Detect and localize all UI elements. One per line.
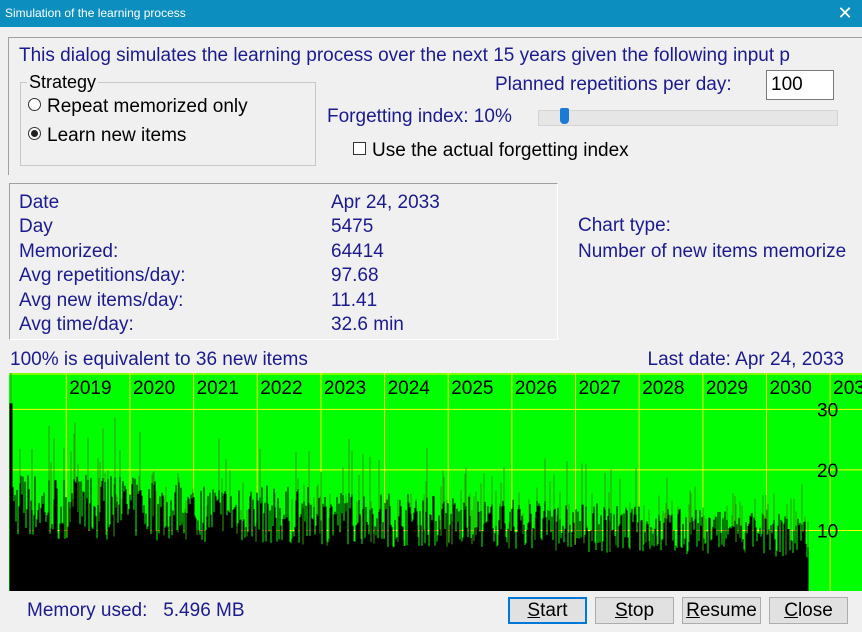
- x-tick-label: 2028: [642, 378, 684, 399]
- stats-panel: [9, 183, 558, 340]
- x-tick-label: 2025: [451, 378, 493, 399]
- stat-value-date: Apr 24, 2033: [331, 192, 440, 213]
- x-tick-label: 2020: [133, 378, 175, 399]
- input-frame: [8, 37, 862, 175]
- forgetting-index-label: Forgetting index: 10%: [327, 106, 512, 127]
- stat-value-memorized: 64414: [331, 241, 384, 262]
- stat-label-date: Date: [19, 192, 60, 213]
- stat-value-day: 5475: [331, 216, 374, 237]
- x-tick-label: 2026: [515, 378, 557, 399]
- stat-value-avg-new: 11.41: [331, 290, 378, 311]
- strategy-group: [20, 82, 316, 166]
- stat-label-avg-new: Avg new items/day:: [19, 290, 184, 311]
- stat-value-avg-time: 32.6 min: [331, 314, 404, 335]
- x-tick-label: 2023: [324, 378, 366, 399]
- chart-bars-black: [9, 403, 809, 591]
- x-tick-label: 2031: [833, 378, 862, 399]
- stat-label-avg-time: Avg time/day:: [19, 314, 134, 335]
- forgetting-index-slider[interactable]: [538, 110, 838, 126]
- close-button[interactable]: Close: [769, 597, 848, 624]
- y-tick-label: 10: [817, 521, 838, 542]
- radio-learn-label: Learn new items: [47, 125, 187, 146]
- checkbox-icon[interactable]: [353, 142, 366, 155]
- title-bar: Simulation of the learning process ✕: [0, 0, 862, 27]
- x-tick-label: 2019: [69, 378, 111, 399]
- chart-last-date: Last date: Apr 24, 2033: [647, 349, 845, 370]
- planned-repetitions-input[interactable]: 100: [766, 70, 834, 100]
- window-title: Simulation of the learning process: [5, 6, 186, 20]
- learning-chart: 2019 2020 2021 2022 2023 2024 2025 2026 2027 2028…: [9, 373, 862, 591]
- radio-repeat-memorized[interactable]: Repeat memorized only: [28, 96, 248, 118]
- x-tick-label: 2022: [260, 378, 302, 399]
- stat-label-day: Day: [19, 216, 53, 237]
- radio-learn-new[interactable]: Learn new items: [28, 125, 186, 147]
- y-tick-label: 20: [817, 461, 838, 482]
- strategy-label: Strategy: [27, 72, 99, 93]
- chart-type-value[interactable]: Number of new items memorize: [578, 241, 847, 262]
- radio-repeat-label: Repeat memorized only: [47, 96, 248, 117]
- chart-bars-spikes: [10, 373, 809, 555]
- planned-repetitions-label: Planned repetitions per day:: [495, 74, 732, 95]
- chart-equivalence: 100% is equivalent to 36 new items: [10, 349, 308, 370]
- use-actual-label: Use the actual forgetting index: [372, 140, 629, 161]
- resume-button[interactable]: Resume: [682, 597, 761, 624]
- radio-on-icon[interactable]: [28, 127, 41, 140]
- memory-used: Memory used: 5.496 MB: [27, 600, 245, 621]
- close-window-icon[interactable]: ✕: [837, 3, 853, 23]
- x-tick-label: 2030: [770, 378, 812, 399]
- intro-text: This dialog simulates the learning proce…: [19, 45, 790, 66]
- x-tick-label: 2021: [197, 378, 239, 399]
- y-tick-label: 30: [817, 400, 838, 421]
- start-button[interactable]: Start: [508, 597, 587, 624]
- x-tick-label: 2029: [706, 378, 748, 399]
- stat-value-avg-reps: 97.68: [331, 265, 379, 286]
- use-actual-forgetting-checkbox[interactable]: Use the actual forgetting index: [353, 140, 629, 162]
- chart-type-label: Chart type:: [578, 215, 671, 236]
- stat-label-avg-reps: Avg repetitions/day:: [19, 265, 186, 286]
- stop-button[interactable]: Stop: [595, 597, 674, 624]
- x-tick-label: 2027: [579, 378, 621, 399]
- radio-off-icon[interactable]: [28, 98, 41, 111]
- x-tick-label: 2024: [388, 378, 431, 399]
- stat-label-memorized: Memorized:: [19, 241, 119, 262]
- forgetting-slider-thumb[interactable]: [560, 108, 569, 124]
